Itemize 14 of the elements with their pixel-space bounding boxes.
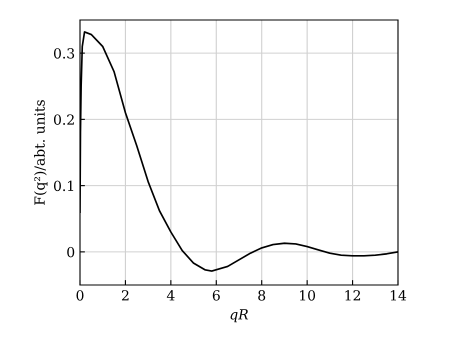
x-tick-label: 6 (212, 290, 220, 301)
x-tick-label: 4 (166, 290, 175, 300)
y-axis-title: F(q²)/abt. units (34, 100, 48, 205)
x-axis-title: qR (230, 309, 248, 322)
y-tick-label: 0.1 (54, 180, 74, 192)
y-tick-label: 0.2 (54, 114, 74, 125)
x-tick-label: 14 (390, 290, 406, 300)
y-tick-label: 0.3 (54, 48, 74, 59)
x-tick-label: 8 (258, 290, 266, 301)
x-tick-label: 2 (122, 290, 128, 300)
x-tick-label: 0 (76, 290, 84, 301)
x-tick-label: 12 (345, 290, 360, 300)
y-tick-label: 0 (67, 246, 74, 258)
x-tick-label: 10 (300, 290, 316, 301)
